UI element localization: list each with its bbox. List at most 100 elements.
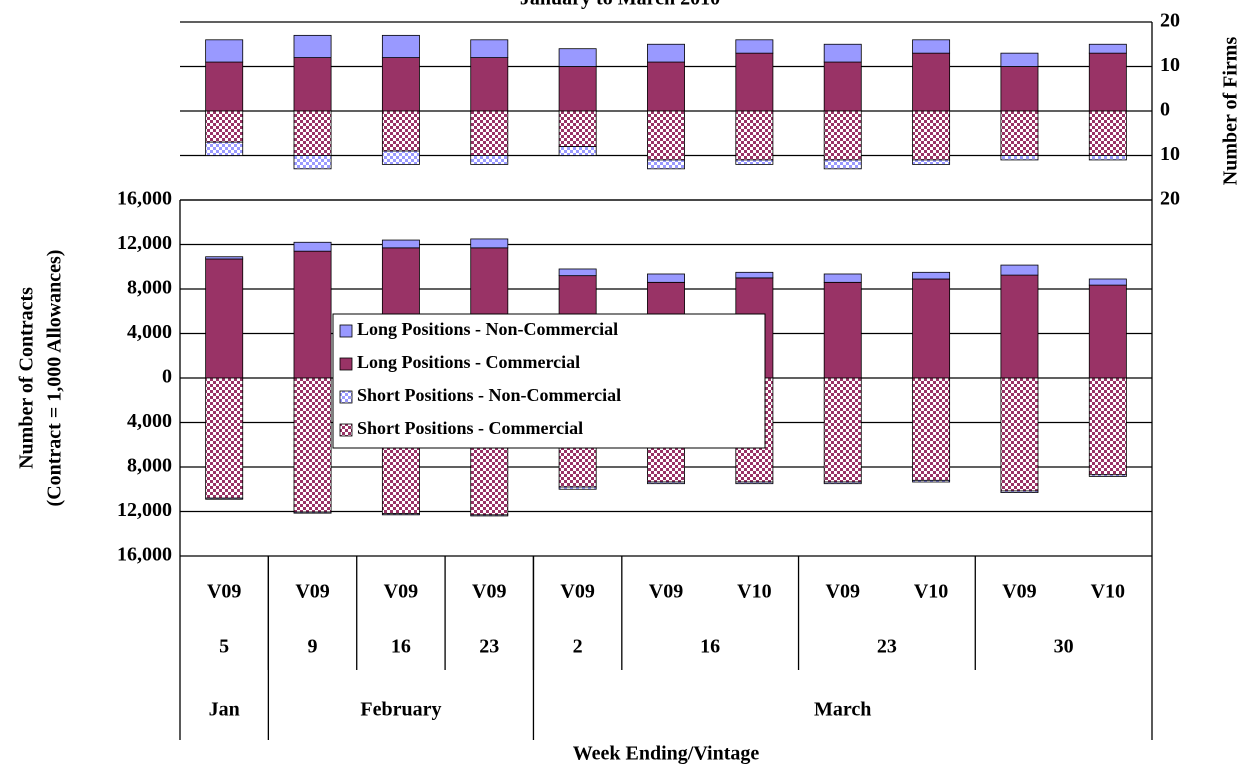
bar xyxy=(823,273,862,283)
bar xyxy=(912,479,951,483)
bar xyxy=(205,39,244,63)
bar xyxy=(912,159,951,165)
bar xyxy=(1000,155,1039,161)
bar xyxy=(205,110,244,143)
bar xyxy=(1088,377,1127,476)
bar xyxy=(735,110,774,161)
bar xyxy=(205,497,244,500)
bar xyxy=(912,278,951,379)
bar xyxy=(381,513,420,516)
bar xyxy=(912,271,951,280)
x-tick-label: V09 xyxy=(384,581,418,603)
bar xyxy=(735,39,774,54)
y-axis-label: (Contract = 1,000 Allowances) xyxy=(44,250,66,507)
bar xyxy=(470,57,509,112)
y2-tick-label: 20 xyxy=(1160,188,1180,210)
days-label: 2 xyxy=(573,636,583,658)
days-label: 30 xyxy=(1054,636,1074,658)
legend-label: Short Positions - Non-Commercial xyxy=(357,385,621,405)
y-tick-label: 12,000 xyxy=(117,232,172,254)
bar xyxy=(1088,110,1127,156)
bar xyxy=(293,377,332,513)
x-tick-label: V09 xyxy=(207,581,241,603)
bar xyxy=(293,57,332,112)
bar xyxy=(647,110,685,161)
bar xyxy=(823,43,862,63)
y2-tick-label: 10 xyxy=(1160,54,1180,76)
bar xyxy=(1088,474,1127,477)
bar xyxy=(205,258,244,379)
bar xyxy=(735,481,774,485)
months-label: February xyxy=(360,699,441,721)
x-tick-label: V10 xyxy=(737,581,771,603)
x-tick-label: V09 xyxy=(649,581,683,603)
bar xyxy=(293,110,332,156)
x-tick-label: V09 xyxy=(295,581,329,603)
days-label: 23 xyxy=(877,636,897,658)
bar xyxy=(647,273,685,283)
bar xyxy=(647,61,685,112)
bar xyxy=(647,481,685,485)
bar xyxy=(823,281,862,379)
bar xyxy=(381,150,420,165)
bar xyxy=(1088,52,1127,112)
bar xyxy=(912,52,951,112)
bar xyxy=(558,146,597,156)
days-label: 23 xyxy=(479,636,499,658)
x-tick-label: V09 xyxy=(1002,581,1036,603)
bar xyxy=(823,481,862,485)
legend-label: Long Positions - Commercial xyxy=(357,352,580,372)
bar xyxy=(205,256,244,260)
bar xyxy=(205,377,244,499)
bar xyxy=(823,377,862,483)
bar xyxy=(912,110,951,161)
bar xyxy=(735,271,774,279)
y-tick-label: 16,000 xyxy=(117,544,172,566)
bar xyxy=(1000,66,1039,112)
legend-swatch xyxy=(339,390,353,404)
bar xyxy=(470,514,509,517)
bar xyxy=(293,250,332,379)
x-axis-label: Week Ending/Vintage xyxy=(573,743,760,765)
bar xyxy=(470,39,509,58)
bar xyxy=(293,241,332,252)
bar xyxy=(293,511,332,514)
days-label: 9 xyxy=(308,636,318,658)
bar xyxy=(1000,377,1039,492)
bar xyxy=(470,238,509,249)
x-tick-label: V09 xyxy=(472,581,506,603)
y-tick-label: 4,000 xyxy=(127,410,172,432)
y-tick-label: 0 xyxy=(162,366,172,388)
bar xyxy=(558,48,597,67)
bar xyxy=(293,155,332,170)
x-tick-label: V10 xyxy=(1091,581,1125,603)
bar xyxy=(823,61,862,112)
y2-tick-label: 0 xyxy=(1160,99,1170,121)
months-label: March xyxy=(814,699,871,721)
x-tick-label: V09 xyxy=(826,581,860,603)
bar xyxy=(1000,264,1039,276)
y-tick-label: 12,000 xyxy=(117,499,172,521)
bar xyxy=(735,52,774,112)
y-axis-label: Number of Contracts xyxy=(16,287,38,469)
bar xyxy=(1088,278,1127,286)
bar xyxy=(1000,110,1039,156)
bar xyxy=(558,110,597,147)
bar xyxy=(470,110,509,156)
bar xyxy=(558,268,597,277)
bar xyxy=(735,159,774,165)
bar xyxy=(381,239,420,249)
bar xyxy=(1088,155,1127,161)
bar xyxy=(558,486,597,490)
x-tick-label: V10 xyxy=(914,581,948,603)
days-label: 5 xyxy=(219,636,229,658)
bar xyxy=(823,110,862,161)
bar xyxy=(205,61,244,112)
bar xyxy=(1088,43,1127,54)
legend-swatch xyxy=(339,423,353,437)
bar xyxy=(470,155,509,165)
y-tick-label: 8,000 xyxy=(127,455,172,477)
bar xyxy=(558,66,597,112)
y2-tick-label: 20 xyxy=(1160,10,1180,32)
